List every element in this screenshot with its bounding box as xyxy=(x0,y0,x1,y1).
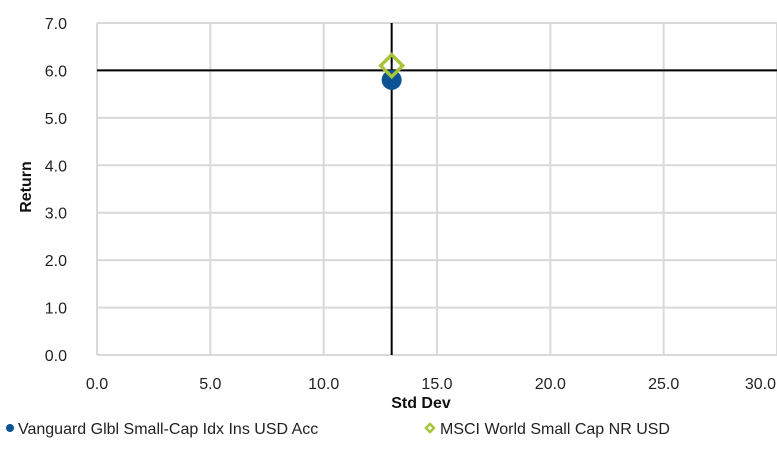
legend-marker-vanguard xyxy=(6,424,14,432)
legend-label-msci: MSCI World Small Cap NR USD xyxy=(440,421,670,438)
x-tick-label: 20.0 xyxy=(535,376,566,393)
x-axis-title: Std Dev xyxy=(391,395,451,412)
x-tick-label: 30.0 xyxy=(745,376,776,393)
legend-marker-msci xyxy=(424,422,436,434)
data-point-msci xyxy=(378,52,406,80)
x-tick-label: 10.0 xyxy=(308,376,339,393)
y-axis-title: Return xyxy=(18,161,35,213)
y-tick-label: 4.0 xyxy=(45,158,67,175)
y-tick-label: 5.0 xyxy=(45,111,67,128)
grid-lines xyxy=(96,22,777,356)
y-tick-label: 6.0 xyxy=(45,63,67,80)
x-tick-label: 15.0 xyxy=(421,376,452,393)
tick-labels: 0.0 5.0 10.0 15.0 20.0 25.0 30.0 0.0 1.0 2.0 3.0 4.… xyxy=(45,16,776,393)
x-tick-label: 5.0 xyxy=(199,376,221,393)
y-tick-label: 3.0 xyxy=(45,206,67,223)
data-points xyxy=(378,52,406,90)
y-tick-label: 7.0 xyxy=(45,16,67,33)
data-point-vanguard xyxy=(381,69,402,90)
legend: Vanguard Glbl Small-Cap Idx Ins USD Acc … xyxy=(6,421,670,438)
x-tick-label: 25.0 xyxy=(648,376,679,393)
x-tick-label: 0.0 xyxy=(86,376,108,393)
y-tick-label: 0.0 xyxy=(45,348,67,365)
y-tick-label: 1.0 xyxy=(45,301,67,318)
y-tick-label: 2.0 xyxy=(45,253,67,270)
legend-label-vanguard: Vanguard Glbl Small-Cap Idx Ins USD Acc xyxy=(18,421,318,438)
